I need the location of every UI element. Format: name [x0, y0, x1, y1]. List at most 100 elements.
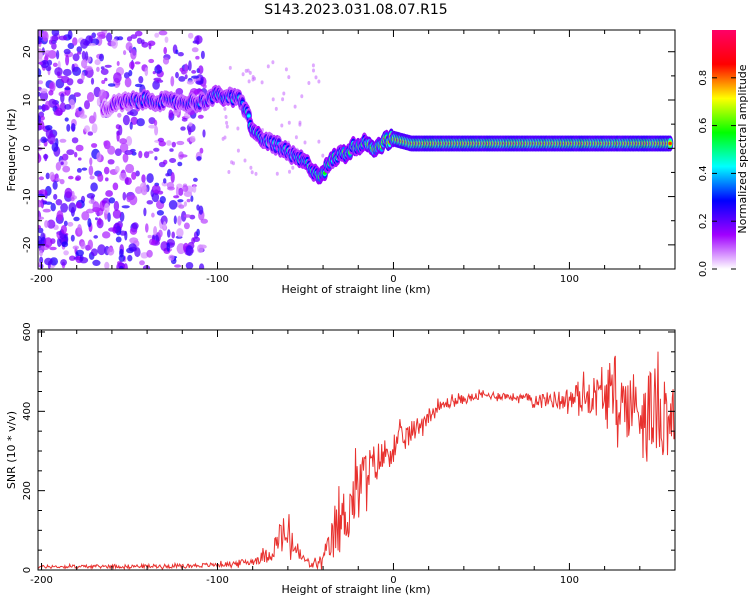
noise-speckle [195, 55, 200, 60]
noise-speckle [154, 32, 160, 38]
noise-speckle [188, 122, 193, 127]
noise-speckle [250, 170, 254, 175]
noise-speckle [38, 225, 41, 229]
noise-speckle [200, 50, 205, 60]
noise-speckle [167, 186, 175, 191]
noise-speckle [44, 220, 49, 228]
y-tick-label: 400 [22, 402, 33, 421]
noise-speckle [287, 120, 291, 125]
colorbar-tick-label: 0.2 [698, 213, 709, 229]
noise-speckle [98, 89, 107, 101]
noise-speckle [47, 59, 53, 66]
noise-speckle [186, 80, 194, 85]
noise-speckle [64, 187, 73, 199]
noise-speckle [38, 80, 44, 85]
noise-speckle [287, 75, 291, 80]
noise-speckle [114, 148, 122, 156]
noise-speckle [58, 35, 68, 41]
noise-speckle [51, 142, 59, 152]
x-tick-label: 100 [560, 274, 579, 285]
noise-speckle [73, 92, 81, 97]
noise-speckle [89, 175, 95, 180]
noise-speckle [60, 203, 68, 213]
noise-speckle [72, 245, 80, 250]
noise-speckle [148, 42, 152, 50]
noise-speckle [70, 197, 75, 202]
noise-speckle [164, 36, 169, 43]
noise-speckle [107, 159, 115, 165]
noise-speckle [121, 205, 130, 209]
noise-speckle [51, 42, 57, 50]
noise-speckle [138, 76, 144, 84]
noise-speckle [158, 229, 163, 238]
noise-speckle [138, 150, 143, 159]
noise-speckle [80, 241, 86, 250]
noise-speckle [81, 71, 85, 81]
noise-speckle [136, 37, 143, 44]
noise-speckle [92, 201, 100, 212]
noise-speckle [136, 118, 145, 127]
noise-speckle [161, 181, 168, 187]
noise-speckle [39, 250, 43, 257]
noise-speckle [60, 75, 70, 84]
y-tick-label: 20 [22, 45, 33, 58]
noise-speckle [74, 151, 78, 158]
noise-speckle [64, 104, 72, 110]
noise-speckle [117, 36, 124, 41]
noise-speckle [200, 218, 208, 224]
noise-speckle [77, 224, 82, 235]
noise-speckle [103, 166, 110, 175]
noise-speckle [168, 200, 178, 210]
noise-speckle [247, 79, 251, 84]
noise-speckle [197, 244, 204, 254]
noise-speckle [67, 221, 74, 227]
noise-speckle [230, 160, 234, 165]
noise-speckle [173, 195, 180, 199]
noise-speckle [294, 135, 298, 140]
noise-speckle [38, 139, 41, 144]
noise-speckle [123, 72, 130, 79]
noise-speckle [147, 234, 152, 239]
noise-speckle [119, 142, 129, 153]
noise-speckle [221, 136, 225, 141]
noise-speckle [141, 174, 146, 183]
noise-speckle [64, 117, 69, 122]
noise-speckle [38, 142, 41, 147]
noise-speckle [153, 147, 160, 152]
noise-speckle [156, 79, 164, 83]
spectrogram-ylabel: Frequency (Hz) [5, 109, 18, 192]
noise-speckle [192, 185, 197, 193]
noise-speckle [159, 196, 166, 204]
noise-speckle [177, 215, 182, 226]
noise-speckle [46, 219, 56, 229]
noise-speckle [139, 182, 147, 191]
noise-speckle [78, 106, 82, 112]
noise-speckle [293, 104, 297, 109]
noise-speckle [130, 34, 138, 39]
noise-speckle [96, 31, 106, 37]
x-tick-label: 0 [390, 274, 396, 285]
noise-speckle [151, 192, 160, 203]
noise-speckle [280, 123, 284, 128]
noise-speckle [153, 226, 158, 236]
noise-speckle [129, 61, 135, 69]
noise-speckle [198, 205, 204, 215]
noise-speckle [90, 77, 95, 85]
noise-speckle [176, 140, 185, 146]
noise-speckle [55, 199, 63, 206]
noise-speckle [196, 156, 202, 161]
noise-speckle [79, 257, 89, 264]
noise-speckle [148, 117, 156, 125]
noise-speckle [81, 167, 88, 171]
noise-speckle [154, 125, 159, 136]
noise-speckle [134, 61, 141, 65]
noise-speckle [177, 52, 184, 57]
y-tick-label: -20 [22, 237, 33, 253]
noise-speckle [271, 97, 275, 102]
noise-speckle [135, 170, 140, 177]
noise-speckle [174, 264, 182, 268]
noise-speckle [224, 115, 228, 119]
noise-speckle [123, 50, 127, 56]
noise-speckle [53, 193, 58, 200]
noise-speckle [225, 124, 229, 129]
